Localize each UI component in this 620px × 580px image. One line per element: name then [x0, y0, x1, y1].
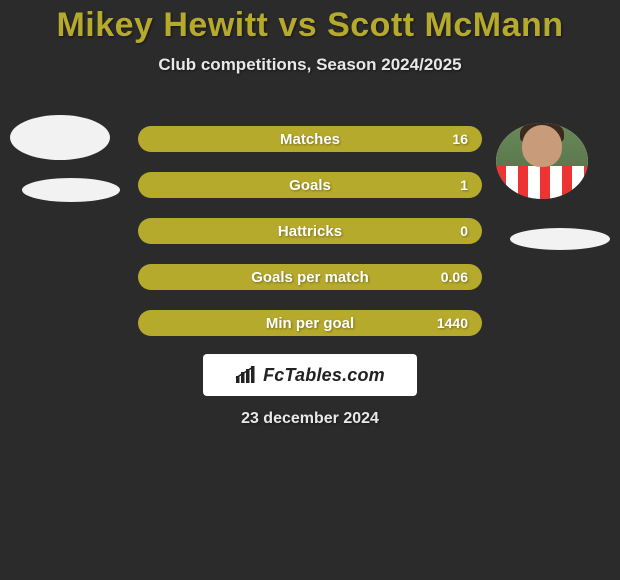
player-right-shadow	[510, 228, 610, 250]
stat-label: Goals per match	[251, 269, 369, 286]
stats-bars: Matches 16 Goals 1 Hattricks 0 Goals per…	[138, 126, 482, 356]
player-left-avatar-placeholder	[10, 115, 110, 160]
stat-label: Min per goal	[266, 315, 354, 332]
stat-label: Goals	[289, 177, 331, 194]
player-jersey-stripes	[496, 166, 588, 199]
stat-value: 16	[452, 131, 468, 147]
stat-bar-min-per-goal: Min per goal 1440	[138, 310, 482, 336]
date-label: 23 december 2024	[0, 410, 620, 428]
page-title: Mikey Hewitt vs Scott McMann	[0, 0, 620, 45]
logo-text: FcTables.com	[263, 365, 385, 386]
player-right-avatar	[496, 123, 588, 199]
stat-bar-goals-per-match: Goals per match 0.06	[138, 264, 482, 290]
bar-chart-icon	[235, 366, 257, 384]
stat-value: 0	[460, 223, 468, 239]
stat-bar-matches: Matches 16	[138, 126, 482, 152]
player-left-shadow	[22, 178, 120, 202]
stat-label: Hattricks	[278, 223, 342, 240]
stat-value: 1440	[437, 315, 468, 331]
stat-label: Matches	[280, 131, 340, 148]
stat-value: 0.06	[441, 269, 468, 285]
stat-bar-hattricks: Hattricks 0	[138, 218, 482, 244]
stat-value: 1	[460, 177, 468, 193]
subtitle: Club competitions, Season 2024/2025	[0, 55, 620, 75]
stat-bar-goals: Goals 1	[138, 172, 482, 198]
player-face	[522, 125, 562, 167]
source-logo[interactable]: FcTables.com	[203, 354, 417, 396]
